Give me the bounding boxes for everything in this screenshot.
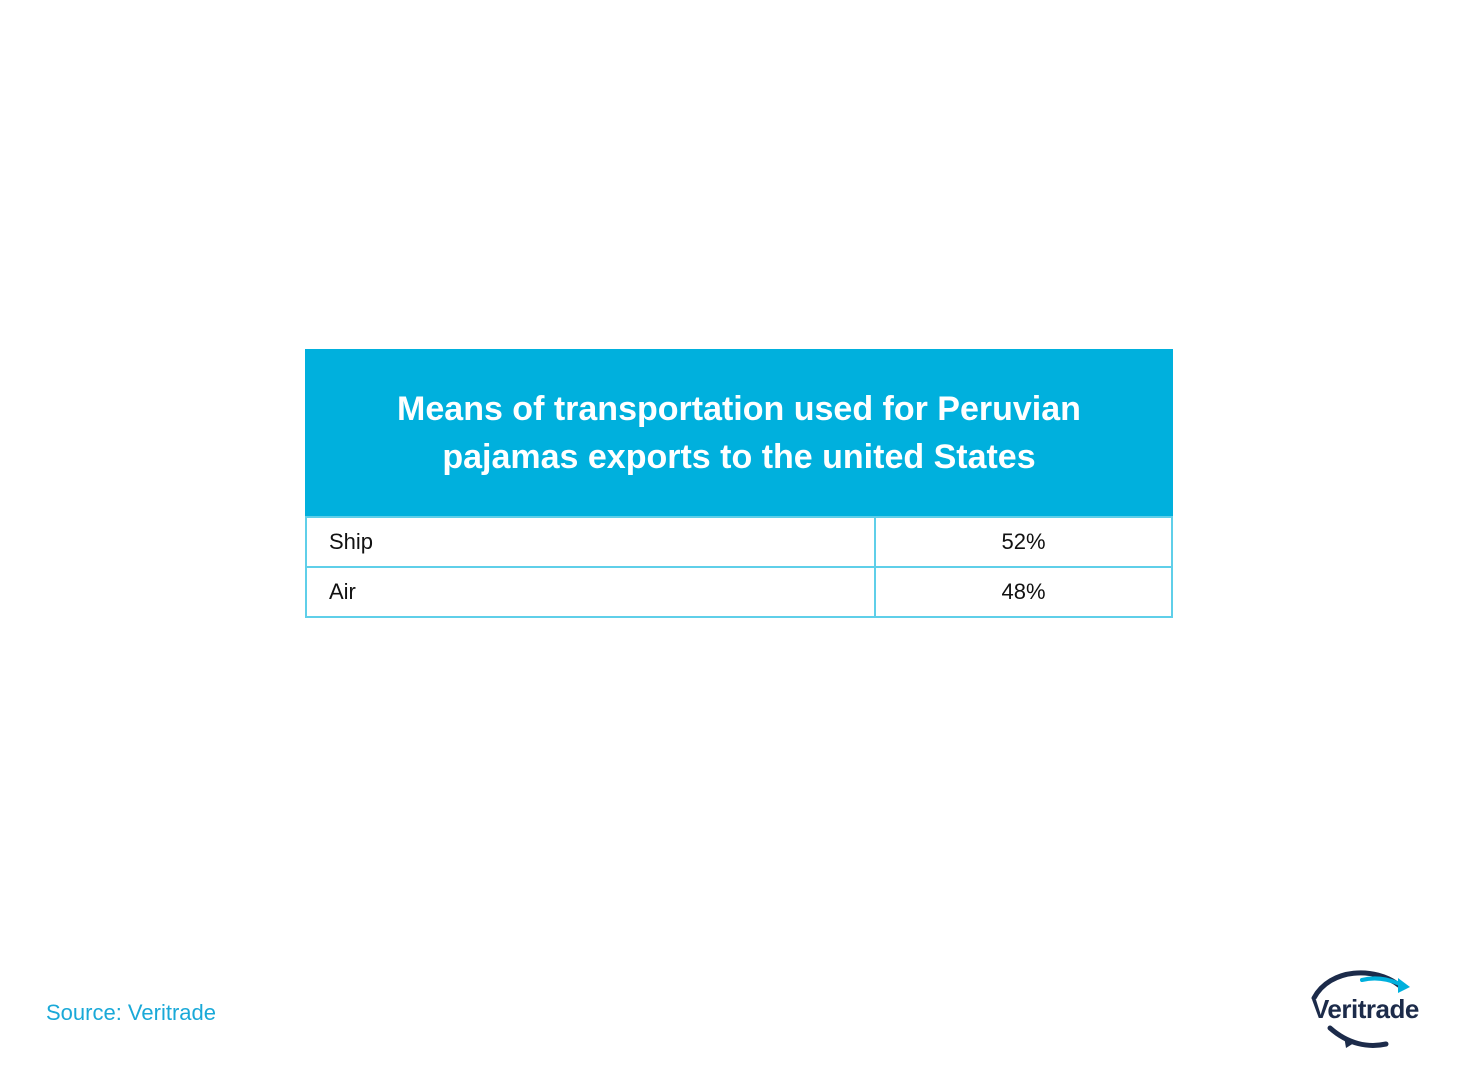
row-category-ship: Ship <box>305 516 876 568</box>
data-table-card: Means of transportation used for Peruvia… <box>305 349 1173 618</box>
arc-arrow-logo-icon <box>1311 970 1410 1048</box>
veritrade-logo: Veritrade <box>1300 968 1430 1050</box>
logo-text: Veritrade <box>1312 994 1419 1024</box>
row-category-air: Air <box>305 566 876 618</box>
row-value-air: 48% <box>874 566 1173 618</box>
data-table: Ship 52% Air 48% <box>305 516 1173 618</box>
table-row: Ship 52% <box>305 516 1173 568</box>
table-header: Means of transportation used for Peruvia… <box>305 349 1173 516</box>
table-title: Means of transportation used for Peruvia… <box>397 389 1081 476</box>
table-row: Air 48% <box>305 566 1173 618</box>
row-value-ship: 52% <box>874 516 1173 568</box>
source-note: Source: Veritrade <box>46 1000 216 1025</box>
